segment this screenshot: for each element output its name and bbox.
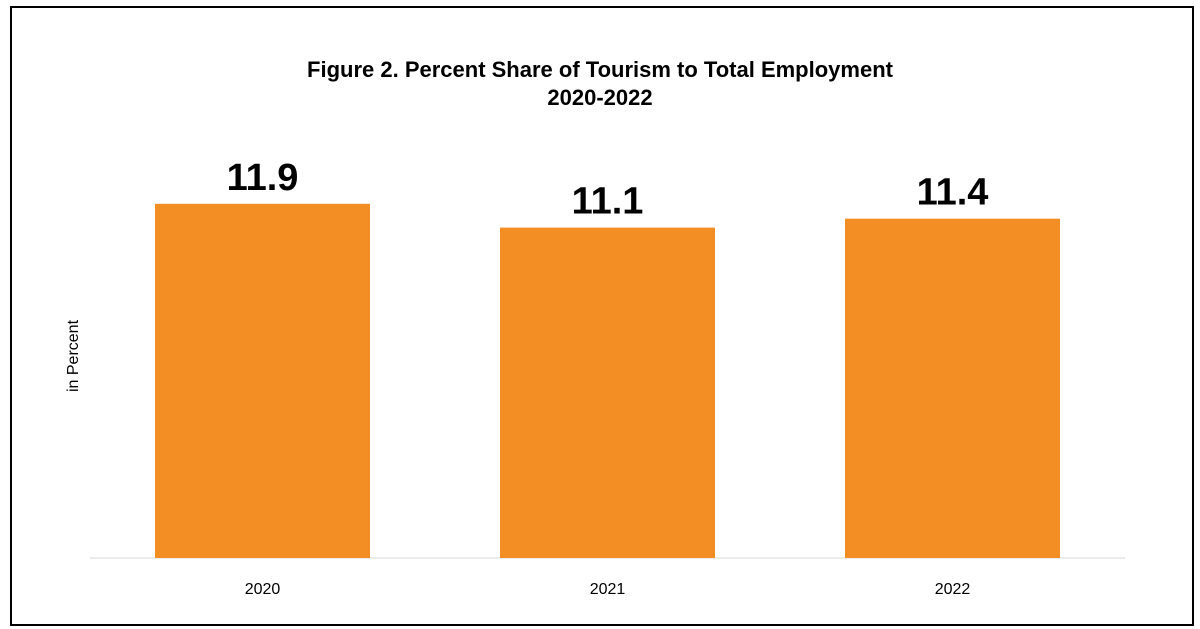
data-label-2020: 11.9 [227, 157, 299, 199]
x-tick-label-2021: 2021 [590, 581, 626, 598]
data-label-2021: 11.1 [572, 181, 644, 223]
bar-2021 [500, 227, 715, 559]
chart-subtitle: 2020-2022 [547, 85, 653, 110]
data-label-2022: 11.4 [917, 172, 989, 214]
x-tick-label-2020: 2020 [245, 581, 281, 598]
chart-title: Figure 2. Percent Share of Tourism to To… [307, 57, 893, 82]
bar-2022 [845, 218, 1060, 558]
bar-2020 [155, 203, 370, 559]
x-tick-label-2022: 2022 [935, 581, 971, 598]
